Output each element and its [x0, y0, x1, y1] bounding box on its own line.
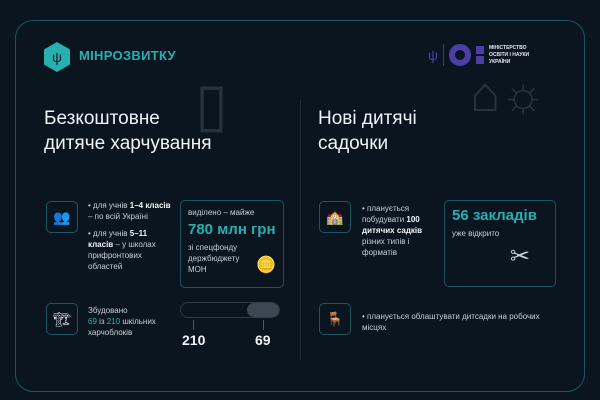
- opened-label: уже відкрито: [452, 229, 500, 238]
- done-label: 69: [255, 332, 271, 348]
- bullet-grades-5-11: • для учнів 5–11 класів – у школах прифр…: [88, 229, 156, 271]
- brand-name: МІНРОЗВИТКУ: [79, 48, 176, 63]
- right-title: Нові дитячі садочки: [318, 108, 417, 154]
- left-title: Безкоштовне дитяче харчування: [44, 108, 212, 154]
- progress-fill: [246, 303, 279, 317]
- funding-source: зі спецфонду держбюджету МОН: [188, 243, 240, 274]
- food-illustration-icon: ▯: [195, 71, 229, 138]
- kindergarten-icon: 🏫: [319, 201, 351, 233]
- total-label: 210: [182, 332, 206, 348]
- ministry-o-icon: [448, 44, 471, 66]
- kitchens-progress-bar: [180, 302, 280, 318]
- column-divider: [300, 100, 301, 360]
- scissors-ribbon-icon: ✂: [509, 243, 530, 270]
- ministry-logo: ψ МІНІСТЕРСТВО ОСВІТИ І НАУКИ УКРАЇНИ: [428, 44, 529, 66]
- opened-box: 56 закладів уже відкрито ✂: [444, 200, 556, 287]
- infographic-card: [15, 20, 585, 392]
- opened-amount: 56 закладів: [452, 207, 537, 224]
- funding-label: виділено – майже: [188, 208, 255, 217]
- logo-divider: [442, 44, 444, 66]
- built-kitchens-text: Збудовано 69 із 210 шкільних харчоблоків: [88, 306, 156, 337]
- trident-icon: ψ: [428, 47, 438, 63]
- workplace-icon: 🪑: [319, 303, 351, 335]
- bullet-workplace-kindergartens: • планується облаштувати дитсадки на роб…: [362, 312, 540, 332]
- ministry-name: МІНІСТЕРСТВО ОСВІТИ І НАУКИ УКРАЇНИ: [488, 44, 530, 65]
- funding-box: виділено – майже 780 млн грн зі спецфонд…: [180, 200, 284, 288]
- pin-done: [263, 320, 264, 330]
- playground-illustration-icon: ⌂☼: [470, 66, 547, 122]
- pin-total: [193, 320, 194, 330]
- crane-icon: 🏗: [46, 303, 78, 335]
- funding-amount: 780 млн грн: [188, 221, 276, 238]
- coins-icon: 🪙: [256, 257, 276, 274]
- students-icon: 👥: [46, 201, 78, 233]
- ministry-squares-icon: [475, 46, 484, 64]
- bullet-build-kindergartens: • планується побудувати 100 дитячих садк…: [362, 204, 423, 257]
- bullet-grades-1-4: • для учнів 1–4 класів – по всій Україні: [88, 201, 171, 221]
- left-bullets: • для учнів 1–4 класів – по всій Україні…: [88, 200, 174, 272]
